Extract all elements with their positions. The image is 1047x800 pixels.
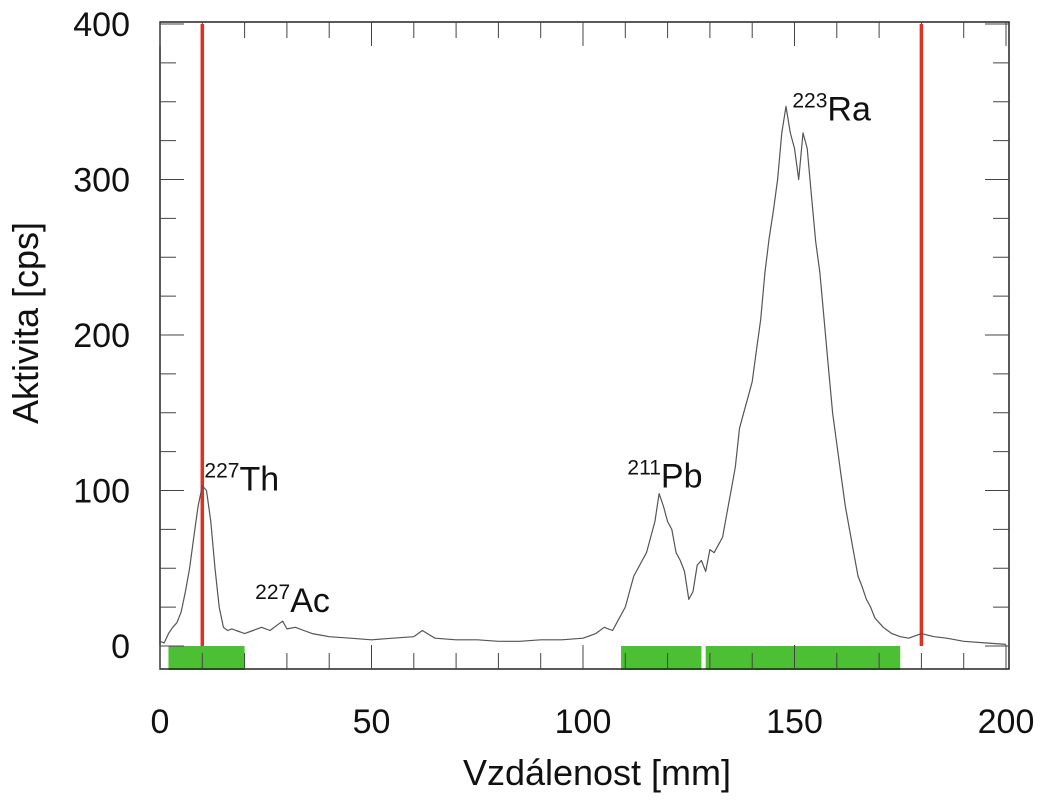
band-layer [168,646,901,670]
y-tick-label: 200 [73,317,130,355]
x-tick-label: 0 [151,703,170,741]
y-tick-label: 0 [111,628,130,666]
tick-label-layer: 0 50 100 150 200 0 100 200 300 400 [73,6,1034,741]
peak-label-superscript: 227 [255,581,290,604]
y-tick-label: 100 [73,473,130,511]
x-tick-label: 50 [353,703,391,741]
y-axis-title: Aktivita [cps] [5,222,46,424]
peak-label-element: Ac [290,582,330,620]
marker-line-layer [200,24,924,646]
peak-label-0: 227Th [204,460,279,499]
peak-label-superscript: 211 [627,456,660,479]
plot-frame [159,21,1010,670]
peak-label-element: Pb [661,457,703,495]
peak-label-element: Th [239,461,279,499]
green-band-0 [168,646,245,670]
x-tick-label: 150 [766,703,823,741]
tick-layer [159,22,1009,669]
x-tick-label: 100 [555,703,612,741]
green-band-2 [705,646,901,670]
green-band-1 [621,646,702,670]
peak-label-element: Ra [827,90,871,128]
y-tick-label: 400 [73,6,130,44]
plot-border [159,21,1010,670]
peak-label-1: 227Ac [255,581,330,620]
peak-label-3: 223Ra [792,89,871,128]
x-axis-title: Vzdálenost [mm] [463,752,731,793]
y-tick-label: 300 [73,162,130,200]
peak-label-2: 211Pb [627,456,702,495]
activity-line-0 [159,105,1007,645]
series-layer [159,105,1007,645]
peak-label-superscript: 227 [204,460,239,483]
x-tick-label: 200 [978,703,1035,741]
peak-label-superscript: 223 [792,89,827,112]
